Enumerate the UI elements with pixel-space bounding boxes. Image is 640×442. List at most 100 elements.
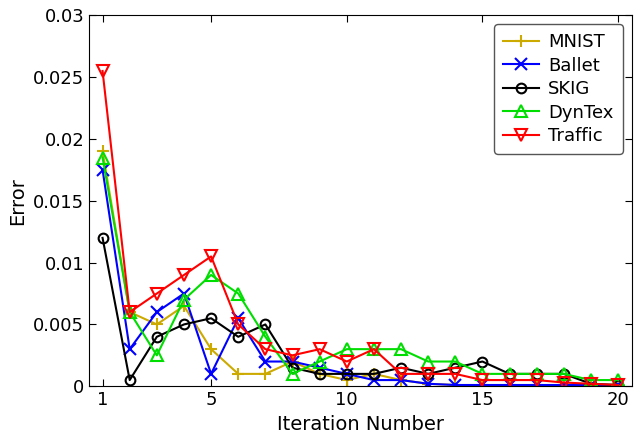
SKIG (506, 371, 513, 377)
Line: MNIST: MNIST (96, 145, 625, 391)
Ballet (289, 359, 296, 364)
DynTex (479, 371, 486, 377)
SKIG (262, 322, 269, 327)
Ballet (506, 382, 513, 388)
Ballet (126, 347, 134, 352)
SKIG (126, 377, 134, 383)
SKIG (316, 371, 323, 377)
DynTex (234, 291, 242, 296)
MNIST (343, 377, 351, 383)
MNIST (207, 347, 215, 352)
SKIG (99, 235, 106, 240)
Traffic (99, 69, 106, 74)
Traffic (289, 353, 296, 358)
Traffic (397, 371, 405, 377)
MNIST (614, 382, 622, 388)
DynTex (370, 347, 378, 352)
MNIST (316, 371, 323, 377)
Traffic (479, 377, 486, 383)
Line: SKIG: SKIG (98, 233, 623, 390)
MNIST (560, 382, 568, 388)
DynTex (533, 371, 541, 377)
Traffic (370, 347, 378, 352)
MNIST (180, 303, 188, 309)
Traffic (262, 347, 269, 352)
MNIST (99, 149, 106, 154)
Ballet (560, 382, 568, 388)
MNIST (153, 322, 161, 327)
SKIG (424, 371, 432, 377)
Ballet (343, 371, 351, 377)
Ballet (370, 377, 378, 383)
MNIST (506, 382, 513, 388)
DynTex (451, 359, 459, 364)
Traffic (180, 272, 188, 278)
DynTex (262, 334, 269, 339)
DynTex (316, 359, 323, 364)
Traffic (560, 380, 568, 385)
Ballet (397, 377, 405, 383)
SKIG (207, 316, 215, 321)
MNIST (126, 309, 134, 315)
Ballet (533, 382, 541, 388)
Traffic (533, 377, 541, 383)
Ballet (99, 167, 106, 172)
DynTex (126, 309, 134, 315)
SKIG (234, 334, 242, 339)
DynTex (506, 371, 513, 377)
Traffic (587, 381, 595, 386)
MNIST (397, 377, 405, 383)
MNIST (587, 382, 595, 388)
Ballet (316, 365, 323, 370)
Ballet (180, 291, 188, 296)
MNIST (479, 382, 486, 388)
SKIG (289, 365, 296, 370)
DynTex (207, 272, 215, 278)
MNIST (234, 371, 242, 377)
Line: DynTex: DynTex (97, 152, 623, 385)
SKIG (370, 371, 378, 377)
DynTex (289, 371, 296, 377)
SKIG (397, 365, 405, 370)
Traffic (343, 359, 351, 364)
Traffic (316, 347, 323, 352)
Traffic (126, 309, 134, 315)
Ballet (153, 309, 161, 315)
Ballet (262, 359, 269, 364)
DynTex (614, 377, 622, 383)
DynTex (560, 371, 568, 377)
Y-axis label: Error: Error (8, 177, 28, 225)
Ballet (614, 382, 622, 388)
X-axis label: Iteration Number: Iteration Number (277, 415, 444, 434)
Traffic (614, 382, 622, 388)
Legend: MNIST, Ballet, SKIG, DynTex, Traffic: MNIST, Ballet, SKIG, DynTex, Traffic (494, 24, 623, 154)
Traffic (424, 371, 432, 377)
Ballet (587, 382, 595, 388)
MNIST (533, 382, 541, 388)
DynTex (99, 155, 106, 160)
SKIG (560, 371, 568, 377)
DynTex (397, 347, 405, 352)
SKIG (343, 371, 351, 377)
SKIG (533, 371, 541, 377)
DynTex (424, 359, 432, 364)
DynTex (153, 353, 161, 358)
MNIST (262, 371, 269, 377)
MNIST (451, 382, 459, 388)
Traffic (506, 377, 513, 383)
MNIST (289, 359, 296, 364)
Traffic (451, 371, 459, 377)
SKIG (614, 382, 622, 388)
Ballet (207, 371, 215, 377)
DynTex (587, 377, 595, 383)
Ballet (479, 382, 486, 388)
Ballet (451, 382, 459, 388)
Traffic (153, 291, 161, 296)
MNIST (370, 371, 378, 377)
MNIST (424, 381, 432, 386)
Line: Ballet: Ballet (96, 164, 625, 391)
DynTex (180, 297, 188, 302)
SKIG (153, 334, 161, 339)
Ballet (234, 316, 242, 321)
Traffic (234, 322, 242, 327)
